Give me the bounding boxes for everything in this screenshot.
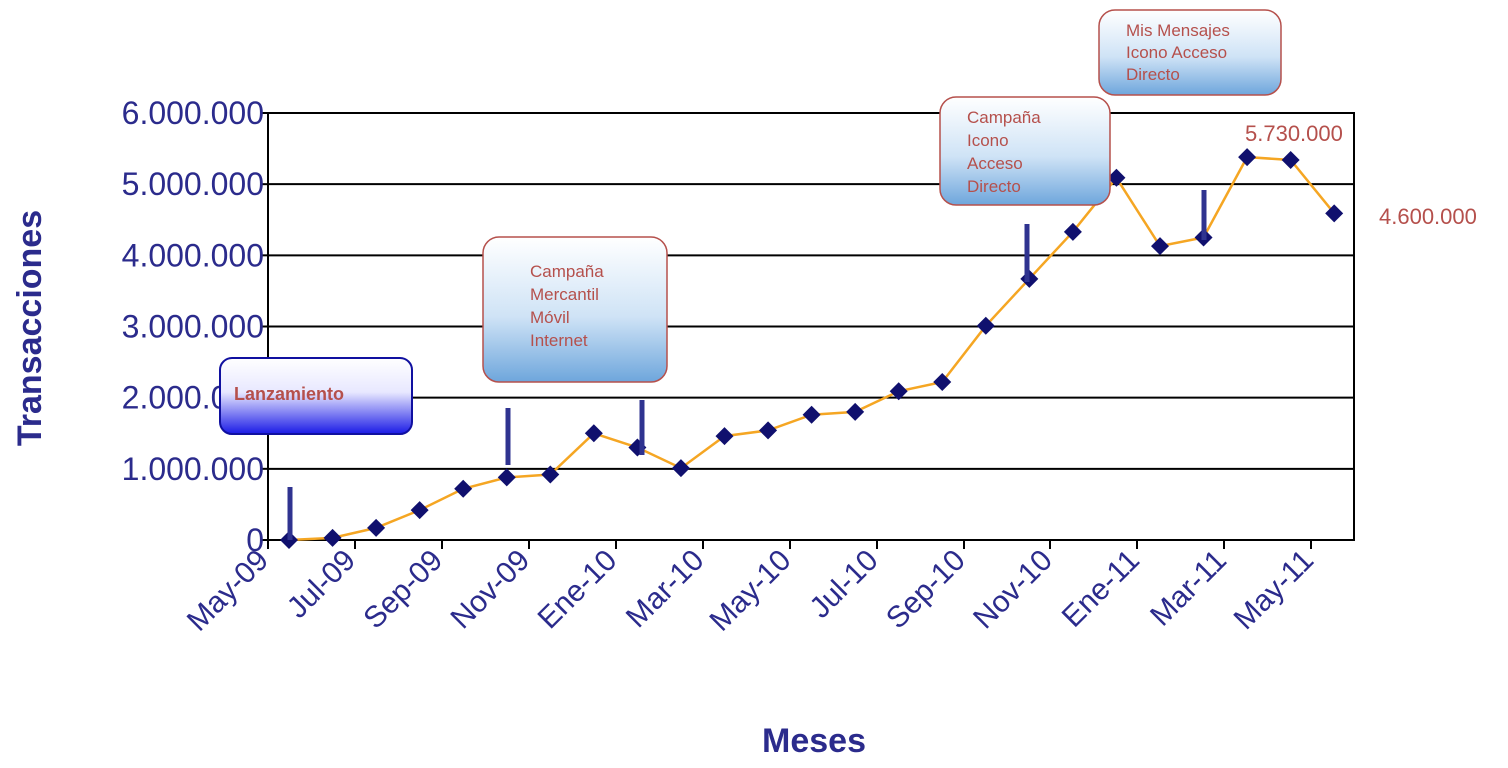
callout-campana-mercantil-text: Mercantil (530, 285, 599, 304)
y-tick-label: 3.000.000 (122, 309, 264, 345)
series-transacciones (280, 148, 1344, 549)
callout-campana-icono-box (939, 96, 1111, 206)
data-point (1063, 222, 1082, 241)
data-point (584, 424, 603, 443)
x-tick-label: Nov-09 (445, 544, 537, 636)
data-point (976, 316, 995, 335)
x-tick-label: Sep-09 (357, 544, 449, 636)
callout-mis-mensajes-text: Directo (1126, 65, 1180, 84)
data-point (1281, 150, 1300, 169)
x-tick-label: Sep-10 (880, 544, 972, 636)
value-label-last: 4.600.000 (1379, 204, 1477, 229)
launch-box (219, 357, 413, 435)
annotations: Campaña Mercantil Móvil Internet Campaña Icon… (219, 9, 1477, 540)
y-axis-title: Transacciones (11, 210, 49, 446)
data-point (1325, 204, 1344, 223)
y-tick-label: 4.000.000 (122, 237, 264, 273)
x-tick-label: Jul-09 (281, 544, 362, 625)
data-point (933, 373, 952, 392)
launch-label: Lanzamiento (234, 384, 344, 404)
callout-campana-mercantil-text: Internet (530, 331, 588, 350)
callout-campana-icono-text: Icono (967, 131, 1009, 150)
data-point (759, 421, 778, 440)
x-tick-label: Mar-10 (620, 544, 711, 635)
value-label-max: 5.730.000 (1245, 121, 1343, 146)
data-point (802, 405, 821, 424)
callout-campana-icono-text: Directo (967, 177, 1021, 196)
callout-campana-mercantil-box (482, 236, 668, 383)
x-tick-label: May-10 (703, 544, 797, 638)
x-tick-label: Nov-10 (967, 544, 1059, 636)
data-point (715, 427, 734, 446)
data-point (889, 382, 908, 401)
x-tick-label: May-11 (1228, 544, 1320, 636)
x-tick-label: Ene-11 (1056, 544, 1146, 634)
data-point (497, 468, 516, 487)
data-point (1107, 168, 1126, 187)
data-point (367, 518, 386, 537)
callout-campana-mercantil-text: Campaña (530, 262, 604, 281)
data-point (1151, 237, 1169, 256)
y-tick-label: 0 (246, 522, 264, 558)
callout-campana-mercantil-text: Móvil (530, 308, 570, 327)
x-axis-title: Meses (762, 722, 866, 760)
series-line (288, 155, 1336, 542)
data-point (846, 402, 865, 421)
data-point (1238, 148, 1257, 167)
data-point (671, 459, 690, 478)
data-point (541, 465, 560, 484)
y-tick-label: 1.000.000 (122, 451, 264, 487)
y-tick-label: 5.000.000 (122, 166, 264, 202)
callout-campana-icono-text: Acceso (967, 154, 1023, 173)
x-tick-label: May-09 (181, 544, 275, 638)
plot-border (267, 112, 1355, 541)
data-point (410, 501, 429, 520)
x-tick-label: Mar-11 (1144, 544, 1233, 633)
callout-mis-mensajes-text: Mis Mensajes (1126, 21, 1230, 40)
data-point (323, 528, 342, 547)
callout-mis-mensajes-box (1098, 9, 1282, 96)
data-point (454, 479, 473, 498)
x-tick-label: Ene-10 (532, 544, 624, 636)
x-tick-label: Jul-10 (804, 544, 885, 625)
y-tick-label: 6.000.000 (122, 95, 264, 131)
callout-mis-mensajes-text: Icono Acceso (1126, 43, 1227, 62)
callout-campana-icono-text: Campaña (967, 108, 1041, 127)
